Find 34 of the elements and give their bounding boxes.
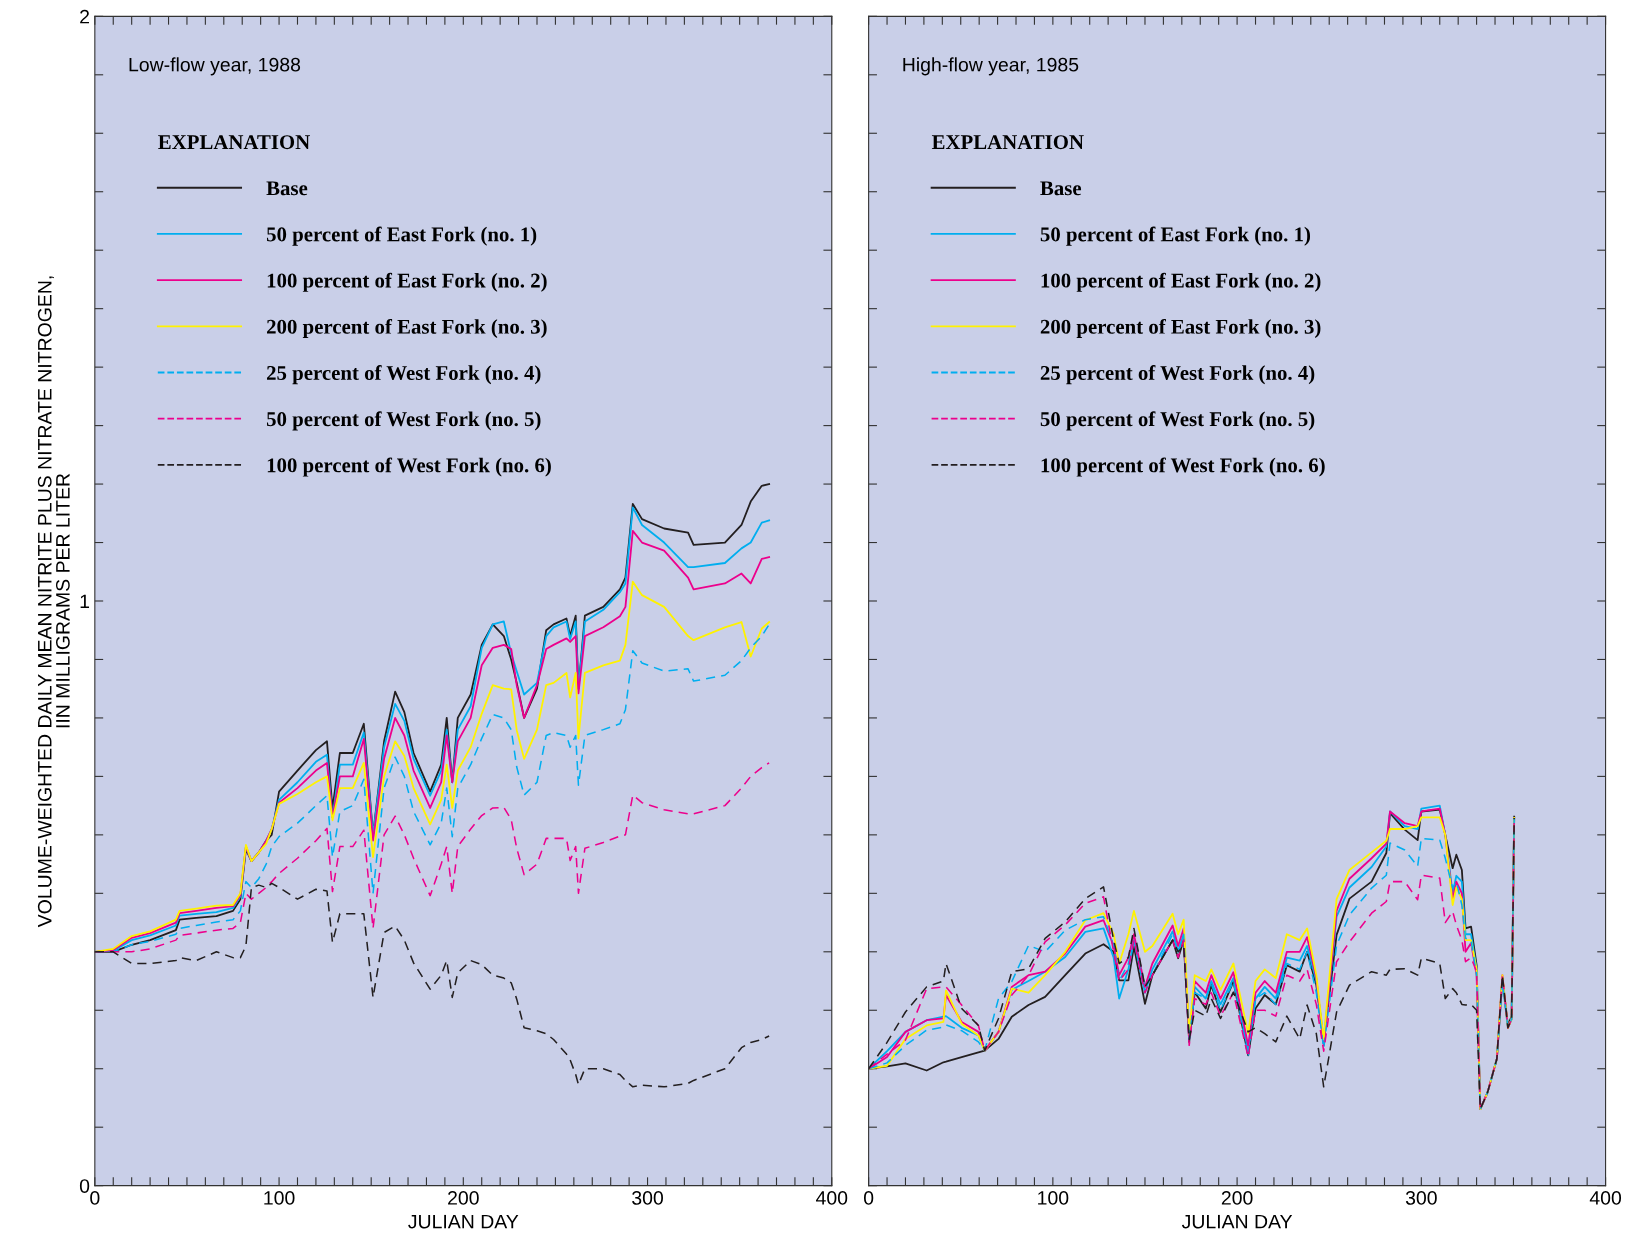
legend-label: 50 percent of East Fork (no. 1) — [1040, 226, 1311, 246]
text: Low-flow year, 1988 — [129, 57, 301, 76]
legend-label: 100 percent of West Fork (no. 6) — [1041, 457, 1325, 477]
legend-label: 50 percent of West Fork (no. 5) — [266, 411, 541, 431]
x-tick-label: 200 — [1221, 1191, 1253, 1205]
legend-title: EXPLANATION — [931, 135, 1084, 150]
y-axis-title: VOLUME-WEIGHTED DAILY MEAN NITRITE PLUS NITRATE NITROGEN, IIN MILLIGRAMS PER LITER — [37, 276, 70, 928]
legend-label: 100 percent of East Fork (no. 2) — [267, 272, 547, 292]
legend-label: 25 percent of West Fork (no. 4) — [267, 365, 541, 385]
legend-label: 100 percent of West Fork (no. 6) — [267, 457, 551, 477]
y-tick-label: 0 — [79, 1179, 90, 1193]
legend-label: Base — [1040, 181, 1082, 196]
x-tick-label: 100 — [1038, 1191, 1069, 1205]
x-tick-label: 400 — [816, 1191, 848, 1205]
x-tick-label: 0 — [863, 1191, 874, 1205]
legend-title: EXPLANATION — [158, 135, 310, 150]
legend-label: 100 percent of East Fork (no. 2) — [1041, 272, 1321, 292]
x-axis-title: JULIAN DAY — [408, 1214, 519, 1229]
legend-label: 200 percent of East Fork (no. 3) — [1040, 318, 1321, 339]
legend-label: Base — [266, 181, 308, 196]
x-tick-label: 400 — [1589, 1191, 1622, 1205]
x-tick-label: 300 — [632, 1191, 663, 1205]
x-tick-label: 300 — [1405, 1191, 1437, 1205]
x-tick-label: 200 — [448, 1191, 479, 1205]
x-tick-label: 0 — [90, 1191, 100, 1205]
x-tick-label: 100 — [264, 1191, 295, 1205]
legend-label: 50 percent of East Fork (no. 1) — [266, 226, 537, 246]
y-tick-label: 2 — [80, 9, 89, 24]
text: High-flow year, 1985 — [903, 57, 1079, 76]
x-axis-title: JULIAN DAY — [1181, 1214, 1293, 1229]
y-tick-label: 1 — [80, 594, 90, 609]
legend-label: 25 percent of West Fork (no. 4) — [1040, 365, 1315, 385]
legend-label: 200 percent of East Fork (no. 3) — [267, 318, 547, 339]
legend-label: 50 percent of West Fork (no. 5) — [1040, 411, 1315, 431]
